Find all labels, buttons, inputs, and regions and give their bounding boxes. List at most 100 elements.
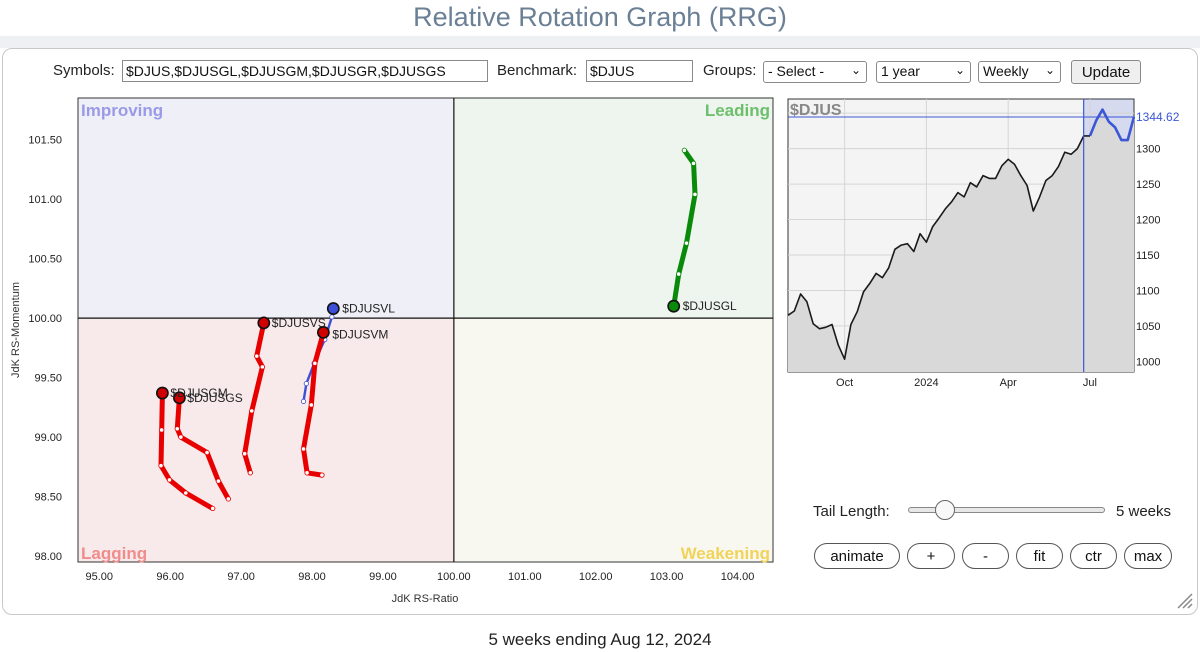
price-chart-title: $DJUS	[790, 102, 842, 119]
last-value-badge	[1135, 108, 1189, 124]
x-tick-label: 100.00	[437, 571, 471, 583]
quadrant-label-weakening: Weakening	[681, 544, 770, 563]
price-x-tick-label: Apr	[1000, 377, 1017, 389]
period-select-value: 1 year	[881, 63, 920, 79]
quadrant-weakening	[453, 318, 773, 562]
quadrant-lagging	[78, 318, 454, 562]
tail-djusvs	[242, 320, 267, 476]
x-tick-label: 104.00	[721, 571, 755, 583]
header-divider	[0, 36, 1200, 48]
x-tick-label: 101.00	[508, 571, 542, 583]
head-djusgs[interactable]	[173, 391, 186, 405]
y-tick-label: 99.00	[34, 432, 62, 444]
tail-point-djusgm	[159, 427, 165, 433]
tail-djusgl	[671, 147, 698, 309]
price-x-tick-label: Jul	[1083, 377, 1097, 389]
fit-button[interactable]: fit	[1016, 543, 1063, 569]
tail-point-djusgl	[681, 147, 687, 153]
tail-point-djusvs	[259, 364, 265, 370]
animate-button[interactable]: animate	[814, 543, 900, 569]
y-tick-label: 101.00	[28, 194, 62, 206]
period-select[interactable]: 1 year ⌄	[876, 61, 971, 83]
update-button[interactable]: Update	[1071, 60, 1141, 84]
head-djusgm[interactable]	[155, 386, 169, 400]
tail-point-djusvl	[303, 380, 309, 387]
tail-length-slider-handle[interactable]	[934, 500, 955, 520]
series-label-djusvm: $DJUSVM	[332, 327, 388, 341]
y-tick-label: 100.50	[28, 254, 62, 266]
y-tick-label: 101.50	[28, 135, 62, 147]
tail-djusgm	[158, 390, 216, 511]
zoom-out-button[interactable]: -	[962, 543, 1009, 569]
price-line	[787, 135, 1090, 360]
chevron-down-icon: ⌄	[1044, 63, 1055, 77]
benchmark-label: Benchmark:	[497, 62, 578, 79]
tail-point-djusgs	[215, 478, 222, 484]
series-label-djusvs: $DJUSVS	[272, 316, 326, 330]
price-y-tick-label: 1250	[1136, 179, 1160, 191]
zoom-in-button[interactable]: +	[907, 543, 955, 569]
y-tick-label: 99.50	[34, 373, 62, 385]
interval-select[interactable]: Weekly ⌄	[978, 61, 1061, 83]
tail-point-djusgm	[183, 490, 189, 496]
price-x-tick-label: 2024	[914, 377, 938, 389]
y-axis-label: JdK RS-Momentum	[10, 282, 22, 378]
x-tick-label: 102.00	[579, 571, 613, 583]
tail-point-djusgl	[683, 240, 690, 246]
tail-point-djusvl	[300, 398, 307, 404]
head-djusgl[interactable]	[667, 299, 681, 313]
tail-point-djusgm	[166, 477, 173, 483]
x-tick-label: 98.00	[298, 571, 326, 583]
benchmark-input[interactable]	[586, 60, 693, 82]
tail-point-djusgs	[225, 496, 231, 502]
price-area-fill	[788, 109, 1134, 372]
tail-point-djusgl	[690, 160, 697, 167]
tail-length-slider[interactable]	[908, 507, 1105, 513]
tail-point-djusvm	[308, 402, 314, 408]
tail-point-djusgl	[692, 191, 698, 197]
price-line-tail	[1088, 108, 1136, 142]
x-tick-label: 103.00	[650, 571, 684, 583]
interval-select-value: Weekly	[983, 63, 1029, 79]
benchmark-price-chart: 10001050110011501200125013001350Oct2024A…	[787, 98, 1189, 389]
y-tick-label: 100.00	[28, 313, 62, 325]
price-y-tick-label: 1150	[1136, 250, 1160, 262]
series-label-djusvl: $DJUSVL	[342, 302, 395, 316]
symbols-input[interactable]	[122, 60, 488, 82]
price-y-tick-label: 1200	[1136, 215, 1160, 227]
tail-point-djusvs	[242, 451, 248, 457]
max-button[interactable]: max	[1124, 543, 1172, 569]
groups-select[interactable]: - Select - ⌄	[763, 61, 867, 83]
tail-point-djusgs	[204, 449, 210, 456]
last-value-label: 1344.62	[1136, 110, 1180, 124]
tail-length-label: Tail Length:	[813, 503, 890, 520]
resize-grip-icon[interactable]	[1174, 590, 1194, 610]
tail-point-djusgs	[178, 434, 184, 440]
tail-point-djusvs	[247, 470, 253, 476]
symbols-label: Symbols:	[53, 62, 115, 79]
groups-select-value: - Select -	[768, 63, 825, 79]
price-x-tick-label: Oct	[836, 377, 853, 389]
y-tick-label: 98.00	[34, 551, 62, 563]
tail-point-djusgl	[676, 271, 682, 277]
head-djusvs[interactable]	[257, 316, 271, 330]
quadrant-label-improving: Improving	[81, 101, 163, 120]
tail-point-djusvm	[312, 360, 318, 366]
center-button[interactable]: ctr	[1070, 543, 1117, 569]
chevron-down-icon: ⌄	[954, 63, 965, 77]
head-djusvl[interactable]	[326, 302, 340, 315]
tail-point-djusvs	[254, 353, 260, 359]
tail-point-djusvs	[249, 408, 255, 414]
series-label-djusgm: $DJUSGM	[170, 386, 227, 400]
head-djusvm[interactable]	[316, 325, 330, 339]
price-y-tick-label: 1000	[1136, 356, 1160, 368]
plot-border	[77, 97, 774, 563]
price-y-tick-label: 1300	[1136, 144, 1160, 156]
quadrant-label-lagging: Lagging	[81, 544, 147, 563]
groups-label: Groups:	[703, 62, 757, 79]
x-tick-label: 97.00	[227, 571, 255, 583]
tail-point-djusgm	[158, 463, 164, 469]
series-label-djusgs: $DJUSGS	[187, 391, 242, 405]
x-tick-label: 99.00	[369, 571, 397, 583]
tail-point-djusvl	[329, 314, 335, 320]
